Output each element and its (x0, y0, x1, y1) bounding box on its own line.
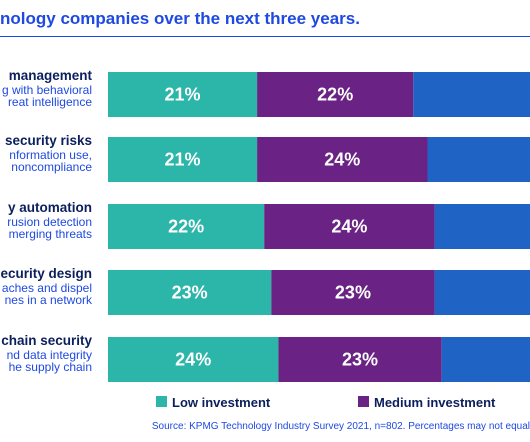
legend-swatch (156, 396, 167, 407)
title-divider (0, 36, 530, 37)
bar-value-label: 24% (175, 350, 211, 370)
row-description: nformation use, (9, 148, 92, 162)
bar-value-label: 22% (168, 217, 204, 237)
row-title: chain security (1, 333, 92, 348)
legend-medium-investment: Medium investment (374, 395, 496, 410)
row-title: ecurity design (0, 266, 92, 281)
bar-segment (257, 137, 428, 182)
bar-value-label: 23% (172, 283, 208, 303)
bar-segment (264, 204, 435, 249)
row-description: aches and dispel (2, 281, 92, 295)
bar-value-label: 23% (342, 350, 378, 370)
row-description: rusion detection (7, 215, 92, 229)
bar-segment-remaining (427, 137, 530, 182)
row-description: nd data integrity (7, 348, 92, 362)
chart-title: nology companies over the next three yea… (0, 9, 360, 28)
bar-segment-remaining (413, 72, 530, 117)
row-description: nes in a network (5, 293, 93, 307)
bar-segment-remaining (434, 270, 530, 315)
bar-value-label: 21% (165, 150, 201, 170)
bar-segment (108, 337, 279, 382)
row-title: y automation (8, 200, 92, 215)
bar-value-label: 23% (335, 283, 371, 303)
row-description: merging threats (9, 227, 92, 241)
row-description: g with behavioral (2, 83, 92, 97)
bar-segment (108, 270, 272, 315)
legend-low-investment: Low investment (172, 395, 271, 410)
row-title: security risks (5, 133, 92, 148)
bar-segment (108, 137, 258, 182)
bar-segment-remaining (441, 337, 530, 382)
bar-value-label: 22% (317, 85, 353, 105)
bar-segment (108, 204, 265, 249)
legend-swatch (358, 396, 369, 407)
bar-segment (278, 337, 442, 382)
source-note: Source: KPMG Technology Industry Survey … (151, 421, 530, 432)
bar-segment (108, 72, 258, 117)
bar-segment (271, 270, 435, 315)
row-description: reat intelligence (8, 95, 92, 109)
bar-value-label: 24% (324, 150, 360, 170)
bar-segment-remaining (434, 204, 530, 249)
bar-value-label: 24% (331, 217, 367, 237)
row-description: noncompliance (11, 160, 92, 174)
bar-value-label: 21% (165, 85, 201, 105)
row-title: management (9, 68, 93, 83)
bar-segment (257, 72, 414, 117)
row-description: he supply chain (9, 360, 92, 374)
